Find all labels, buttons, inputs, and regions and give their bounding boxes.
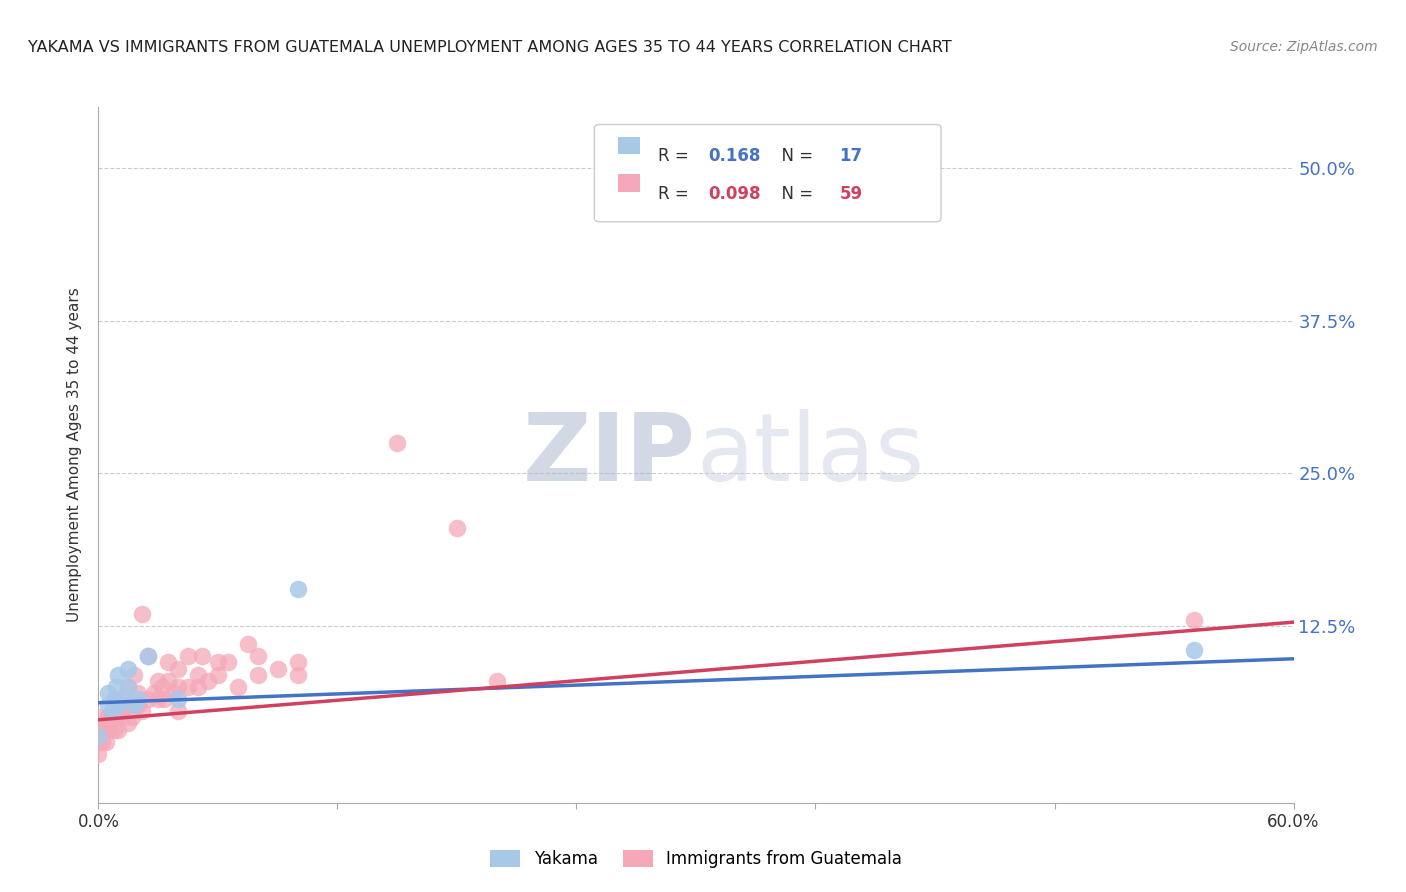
Point bbox=[191, 649, 214, 664]
Point bbox=[385, 435, 409, 450]
Point bbox=[207, 667, 229, 681]
Point bbox=[103, 723, 125, 737]
Point bbox=[111, 692, 134, 706]
Point bbox=[112, 692, 135, 706]
Point bbox=[124, 698, 146, 713]
Point bbox=[103, 692, 125, 706]
Text: 0.098: 0.098 bbox=[709, 185, 761, 203]
Point bbox=[91, 735, 114, 749]
Point bbox=[157, 656, 180, 670]
Point bbox=[287, 656, 309, 670]
Point bbox=[167, 680, 190, 694]
Point bbox=[124, 667, 146, 681]
Point bbox=[103, 698, 125, 713]
Point bbox=[127, 692, 149, 706]
Point bbox=[127, 698, 149, 713]
Point bbox=[446, 521, 468, 535]
Point bbox=[121, 710, 143, 724]
Point bbox=[107, 704, 129, 718]
Text: YAKAMA VS IMMIGRANTS FROM GUATEMALA UNEMPLOYMENT AMONG AGES 35 TO 44 YEARS CORRE: YAKAMA VS IMMIGRANTS FROM GUATEMALA UNEM… bbox=[28, 40, 952, 55]
Point bbox=[207, 656, 229, 670]
Point bbox=[97, 686, 120, 700]
Point bbox=[105, 680, 128, 694]
Point bbox=[226, 680, 249, 694]
Point bbox=[131, 607, 153, 621]
Text: 0.168: 0.168 bbox=[709, 147, 761, 165]
Point bbox=[127, 686, 149, 700]
Text: R =: R = bbox=[658, 185, 693, 203]
Text: 59: 59 bbox=[839, 185, 862, 203]
Point bbox=[157, 673, 180, 688]
Point bbox=[87, 735, 110, 749]
FancyBboxPatch shape bbox=[619, 136, 640, 154]
Point bbox=[287, 582, 309, 597]
Point bbox=[107, 667, 129, 681]
Text: Source: ZipAtlas.com: Source: ZipAtlas.com bbox=[1230, 40, 1378, 54]
Point bbox=[117, 680, 139, 694]
Point bbox=[1182, 643, 1205, 657]
Point bbox=[148, 692, 170, 706]
Point bbox=[246, 667, 269, 681]
Point bbox=[143, 686, 166, 700]
Point bbox=[148, 673, 170, 688]
Point bbox=[111, 710, 134, 724]
Point bbox=[120, 698, 142, 713]
Point bbox=[167, 661, 190, 675]
Text: 17: 17 bbox=[839, 147, 862, 165]
Point bbox=[93, 723, 115, 737]
Point bbox=[117, 680, 139, 694]
Point bbox=[150, 680, 173, 694]
Point bbox=[136, 649, 159, 664]
Point bbox=[97, 698, 120, 713]
Text: ZIP: ZIP bbox=[523, 409, 696, 501]
Point bbox=[267, 661, 290, 675]
Point bbox=[136, 649, 159, 664]
FancyBboxPatch shape bbox=[595, 124, 941, 222]
Point bbox=[177, 680, 200, 694]
Point bbox=[167, 692, 190, 706]
Point bbox=[107, 698, 129, 713]
FancyBboxPatch shape bbox=[619, 175, 640, 192]
Point bbox=[131, 704, 153, 718]
Point bbox=[87, 729, 110, 743]
Point bbox=[217, 656, 239, 670]
Point bbox=[117, 661, 139, 675]
Point bbox=[163, 686, 186, 700]
Text: N =: N = bbox=[772, 185, 818, 203]
Point bbox=[187, 680, 209, 694]
Point bbox=[96, 735, 118, 749]
Point bbox=[87, 710, 110, 724]
Point bbox=[236, 637, 259, 651]
Point bbox=[485, 673, 508, 688]
Point bbox=[167, 704, 190, 718]
Point bbox=[87, 747, 110, 761]
Point bbox=[97, 710, 120, 724]
Point bbox=[101, 704, 124, 718]
Point bbox=[107, 723, 129, 737]
Point bbox=[117, 716, 139, 731]
Point bbox=[136, 692, 159, 706]
Point bbox=[153, 692, 176, 706]
Text: R =: R = bbox=[658, 147, 693, 165]
Point bbox=[287, 667, 309, 681]
Point bbox=[105, 710, 128, 724]
Point bbox=[101, 710, 124, 724]
Point bbox=[187, 667, 209, 681]
Point bbox=[197, 673, 219, 688]
Point bbox=[87, 723, 110, 737]
Legend: Yakama, Immigrants from Guatemala: Yakama, Immigrants from Guatemala bbox=[484, 843, 908, 874]
Text: N =: N = bbox=[772, 147, 818, 165]
Y-axis label: Unemployment Among Ages 35 to 44 years: Unemployment Among Ages 35 to 44 years bbox=[67, 287, 83, 623]
Text: atlas: atlas bbox=[696, 409, 924, 501]
Point bbox=[1182, 613, 1205, 627]
Point bbox=[177, 649, 200, 664]
Point bbox=[98, 723, 122, 737]
Point bbox=[246, 649, 269, 664]
